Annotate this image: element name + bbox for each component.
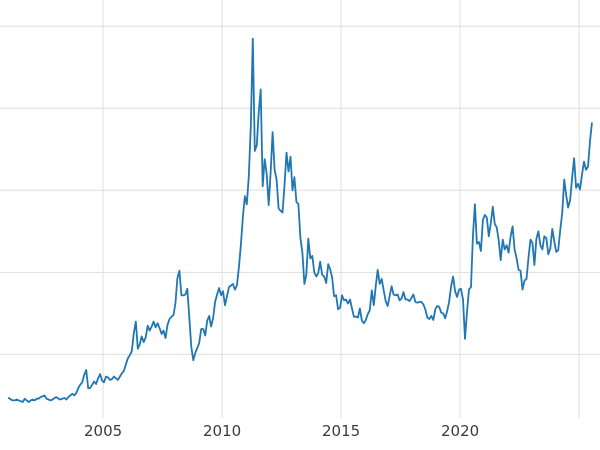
x-tick-label: 2005 (84, 422, 123, 440)
x-tick-label: 2010 (203, 422, 242, 440)
price-line-series (7, 37, 593, 403)
x-gridlines (102, 0, 580, 418)
x-tick-label: 2020 (441, 422, 480, 440)
x-tick-label: 2015 (322, 422, 361, 440)
y-gridlines (0, 25, 600, 355)
